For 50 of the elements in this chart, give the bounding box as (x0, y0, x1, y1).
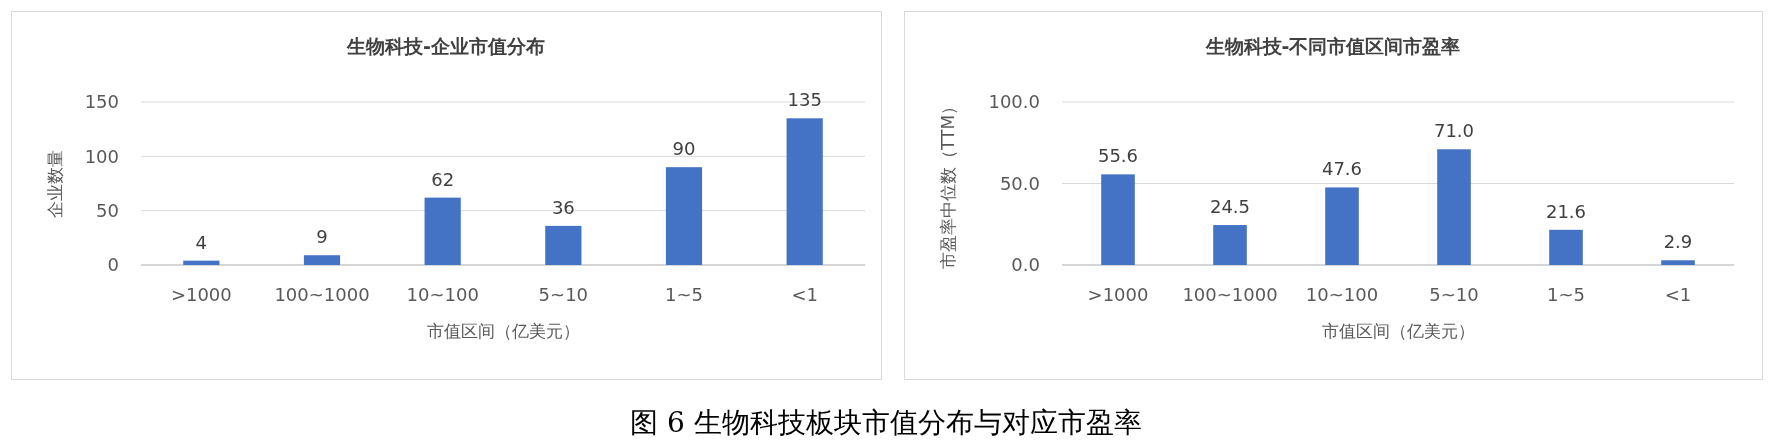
x-tick-label: 5~10 (538, 284, 589, 305)
x-tick-label: 10~100 (406, 284, 479, 305)
y-tick-label: 150 (84, 91, 119, 113)
chart-title: 生物科技-不同市值区间市盈率 (1204, 35, 1461, 57)
bar (1661, 260, 1695, 265)
y-tick-label: 50 (96, 199, 119, 221)
x-tick-label: <1 (1664, 284, 1692, 305)
bar (545, 225, 582, 265)
data-label: 21.6 (1545, 200, 1587, 222)
y-tick-label: 50.0 (999, 172, 1040, 194)
data-label: 135 (787, 89, 822, 111)
chart-title: 生物科技-企业市值分布 (346, 35, 545, 57)
data-label: 62 (431, 168, 455, 190)
y-tick-label: 0 (107, 254, 119, 276)
y-tick-label: 100.0 (988, 91, 1040, 113)
x-tick-label: 1~5 (665, 284, 703, 305)
data-label: 36 (551, 196, 575, 218)
bar (1213, 225, 1247, 265)
data-label: 55.6 (1097, 145, 1139, 167)
bar (1325, 187, 1359, 265)
data-label: 2.9 (1663, 231, 1693, 253)
x-tick-label: 100~1000 (274, 284, 370, 305)
x-tick-label: 5~10 (1429, 284, 1479, 305)
bar (303, 255, 341, 265)
x-tick-label: 100~1000 (1182, 284, 1278, 305)
bar (183, 260, 220, 265)
data-label: 9 (316, 226, 328, 248)
bar (424, 197, 461, 265)
caption: 图 6 生物科技板块市值分布与对应市盈率 (630, 406, 1142, 439)
data-label: 24.5 (1209, 196, 1251, 218)
x-tick-label: <1 (791, 284, 818, 305)
x-tick-label: >1000 (170, 284, 232, 305)
data-label: 4 (195, 231, 208, 253)
y-axis-title: 市盈率中位数（TTM） (938, 97, 958, 270)
data-label: 47.6 (1321, 158, 1363, 180)
bar (1549, 229, 1583, 265)
bar (1101, 174, 1135, 265)
y-tick-label: 100 (84, 145, 119, 167)
x-tick-label: 10~100 (1305, 284, 1379, 305)
x-tick-label: 1~5 (1547, 284, 1585, 305)
bar (665, 167, 703, 265)
y-axis-title: 企业数量 (45, 149, 65, 218)
x-axis-title: 市值区间（亿美元） (1321, 321, 1475, 341)
x-tick-label: >1000 (1087, 284, 1149, 305)
x-axis-title: 市值区间（亿美元） (426, 321, 580, 341)
data-label: 71.0 (1433, 120, 1475, 142)
data-label: 90 (672, 138, 696, 160)
bar (786, 118, 823, 265)
y-tick-label: 0.0 (1011, 254, 1040, 276)
bar (1437, 149, 1471, 265)
